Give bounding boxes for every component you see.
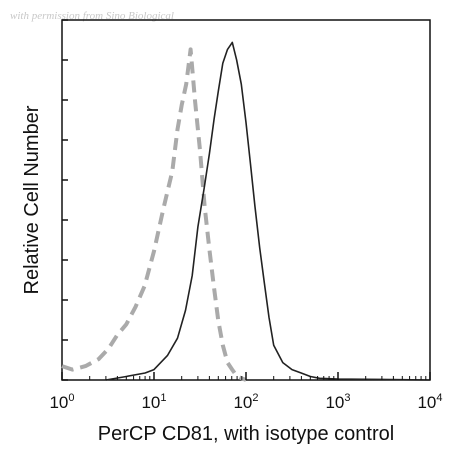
y-axis-title: Relative Cell Number <box>21 105 43 294</box>
x-axis-title: PerCP CD81, with isotype control <box>98 423 394 445</box>
plot-frame <box>61 19 431 381</box>
plot-border <box>61 19 431 381</box>
watermark-text: with permission from Sino Biological <box>10 10 174 22</box>
y-axis-ticks <box>62 19 68 381</box>
x-tick-label: 101 <box>141 392 166 412</box>
x-tick-label: 100 <box>49 392 74 412</box>
x-tick-label: 104 <box>417 392 442 412</box>
x-tick-label: 103 <box>325 392 350 412</box>
x-tick-label: 102 <box>233 392 258 412</box>
series-layer <box>61 41 431 382</box>
series-line-2 <box>105 41 431 381</box>
series-line-1 <box>61 47 247 382</box>
x-axis-ticks: 100 101 102 103 104 <box>49 372 443 412</box>
